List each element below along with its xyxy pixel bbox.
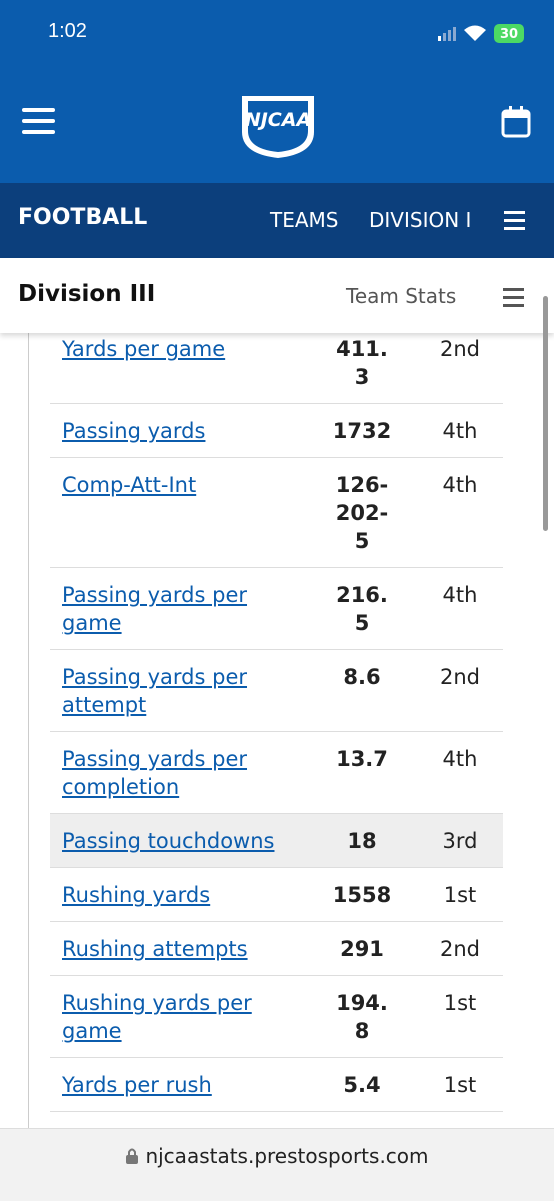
stat-row: Rushing touchdowns 301st — [50, 1112, 503, 1128]
stat-link[interactable]: Rushing touchdowns — [50, 1125, 300, 1128]
url-text: njcaastats.prestosports.com — [145, 1144, 429, 1168]
stat-row: Yards per game 411.3 2nd — [50, 333, 503, 404]
stat-row: Passing yards per attempt 8.6 2nd — [50, 650, 503, 732]
stat-value: 5.4 — [343, 1073, 381, 1097]
stat-value: 1732 — [332, 419, 392, 443]
browser-bar: njcaastats.prestosports.com — [0, 1128, 554, 1201]
lock-icon — [126, 1148, 139, 1164]
stat-rank: 4th — [442, 473, 478, 497]
stat-row: Passing yards per completion 13.7 4th — [50, 732, 503, 814]
divider — [28, 333, 29, 1128]
status-icons: 30 — [438, 24, 524, 43]
stat-rank: 2nd — [439, 937, 480, 961]
stat-rank: 2nd — [439, 337, 480, 361]
nav-bar: FOOTBALL TEAMS DIVISION I — [0, 183, 554, 258]
stat-row: Passing yards per game 216.5 4th — [50, 568, 503, 650]
url[interactable]: njcaastats.prestosports.com — [0, 1144, 554, 1168]
stat-rank: 1st — [443, 883, 477, 907]
page-menu[interactable]: Team Stats — [346, 284, 457, 308]
stat-rank: 1st — [443, 991, 477, 1015]
stat-value: 216.5 — [336, 583, 388, 635]
stat-rank: 3rd — [442, 829, 478, 853]
stat-value: 8.6 — [343, 665, 381, 689]
stat-value: 18 — [347, 829, 377, 853]
menu-icon[interactable] — [22, 106, 56, 136]
stat-link[interactable]: Yards per game — [62, 337, 226, 361]
stat-row: Passing touchdowns 18 3rd — [50, 814, 503, 868]
battery-level: 30 — [500, 27, 518, 42]
stat-rank: 4th — [442, 419, 478, 443]
division-title: Division III — [18, 281, 156, 307]
stat-value: 291 — [340, 937, 384, 961]
stat-row: Passing yards 1732 4th — [50, 404, 503, 458]
nav-menu-icon[interactable] — [504, 210, 526, 230]
stat-rank: 4th — [442, 583, 478, 607]
stat-link[interactable]: Passing yards per attempt — [62, 665, 248, 717]
stat-rank: 1st — [443, 1073, 477, 1097]
stat-link[interactable]: Rushing attempts — [62, 937, 248, 961]
stat-value: 411.3 — [336, 337, 388, 389]
stat-row: Comp-Att-Int 126-202-5 4th — [50, 458, 503, 568]
stat-value: 13.7 — [336, 747, 388, 771]
sub-menu-icon[interactable] — [503, 287, 525, 307]
stat-link[interactable]: Passing yards per game — [62, 583, 248, 635]
stat-link[interactable]: Passing yards — [62, 419, 206, 443]
sub-header: Division III Team Stats — [0, 258, 554, 333]
stat-link[interactable]: Comp-Att-Int — [62, 473, 197, 497]
stat-value: 194.8 — [336, 991, 388, 1043]
stat-row: Rushing attempts 291 2nd — [50, 922, 503, 976]
stat-link[interactable]: Passing touchdowns — [62, 829, 275, 853]
stat-link[interactable]: Rushing yards per game — [62, 991, 252, 1043]
header: 1:02 30 NJCAA — [0, 0, 554, 183]
nav-link[interactable]: TEAMS — [270, 208, 339, 232]
stats-table: Yards per game 411.3 2nd Passing yards 1732 4… — [50, 333, 503, 1128]
stat-rank: 2nd — [439, 665, 480, 689]
stat-rank: 4th — [442, 747, 478, 771]
stat-value: 30 — [306, 1125, 418, 1128]
stat-link[interactable]: Yards per rush — [62, 1073, 212, 1097]
stat-row: Rushing yards per game 194.8 1st — [50, 976, 503, 1058]
stat-row: Yards per rush 5.4 1st — [50, 1058, 503, 1112]
stat-link[interactable]: Rushing yards — [62, 883, 211, 907]
stat-rank: 1st — [420, 1125, 500, 1128]
nav-link[interactable]: DIVISION I — [369, 208, 472, 232]
logo[interactable]: NJCAA — [236, 88, 320, 160]
stat-link[interactable]: Passing yards per completion — [62, 747, 248, 799]
sport[interactable]: FOOTBALL — [18, 205, 148, 230]
scrollbar — [543, 296, 548, 531]
logo-text: NJCAA — [245, 109, 311, 131]
calendar-icon[interactable] — [501, 106, 531, 138]
stat-value: 126-202-5 — [335, 473, 389, 553]
stats-area: Yards per game 411.3 2nd Passing yards 1732 4… — [0, 333, 554, 1128]
stat-value: 1558 — [332, 883, 392, 907]
status-time: 1:02 — [48, 20, 87, 42]
stat-row: Rushing yards 1558 1st — [50, 868, 503, 922]
